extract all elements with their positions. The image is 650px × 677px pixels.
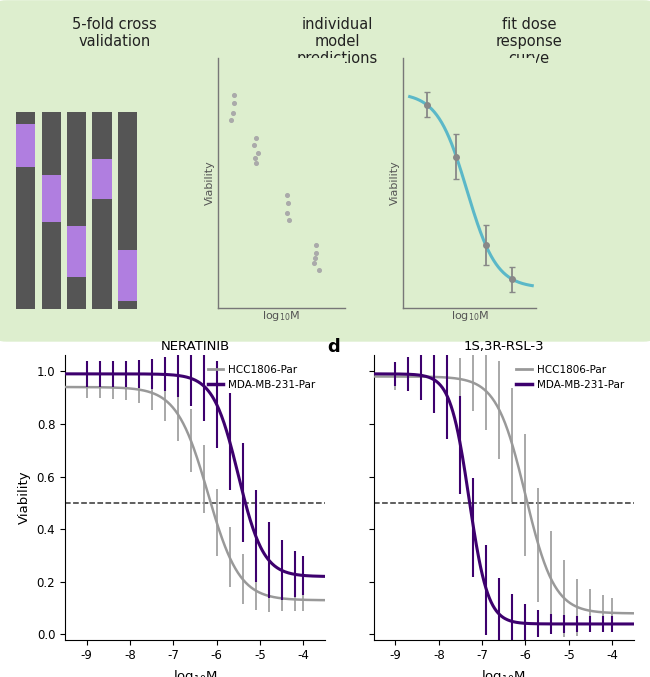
Bar — [118, 112, 137, 309]
Point — [283, 198, 294, 209]
Bar — [16, 124, 35, 167]
Y-axis label: Viability: Viability — [18, 471, 31, 525]
Point — [253, 148, 263, 158]
Legend: HCC1806-Par, MDA-MB-231-Par: HCC1806-Par, MDA-MB-231-Par — [203, 361, 320, 394]
Point — [282, 207, 293, 218]
Point — [229, 97, 240, 108]
Bar — [67, 226, 86, 278]
Bar — [92, 112, 112, 309]
Legend: HCC1806-Par, MDA-MB-231-Par: HCC1806-Par, MDA-MB-231-Par — [512, 361, 629, 394]
Point — [284, 215, 294, 225]
Bar — [118, 250, 137, 301]
X-axis label: log$_{10}$M: log$_{10}$M — [262, 309, 300, 324]
Bar — [92, 159, 112, 198]
FancyBboxPatch shape — [0, 0, 650, 342]
Point — [250, 152, 260, 163]
X-axis label: log$_{10}$M: log$_{10}$M — [450, 309, 489, 324]
Point — [227, 107, 238, 118]
Point — [229, 89, 239, 100]
Y-axis label: Viability: Viability — [390, 160, 400, 205]
Point — [313, 265, 324, 276]
Point — [251, 132, 261, 143]
Bar — [42, 112, 60, 309]
Point — [311, 240, 322, 250]
Point — [309, 257, 320, 268]
Bar — [67, 112, 86, 309]
Point — [251, 157, 261, 168]
Text: d: d — [327, 338, 340, 356]
Point — [248, 139, 259, 150]
Title: 1S,3R-RSL-3: 1S,3R-RSL-3 — [463, 340, 544, 353]
Text: fit dose
response
curve: fit dose response curve — [495, 17, 562, 66]
Bar — [16, 112, 35, 309]
Point — [281, 190, 292, 200]
X-axis label: log$_{10}$M: log$_{10}$M — [173, 668, 217, 677]
Text: individual
model
predictions: individual model predictions — [297, 17, 378, 66]
Y-axis label: Viability: Viability — [205, 160, 215, 205]
Point — [310, 253, 320, 263]
Title: NERATINIB: NERATINIB — [161, 340, 229, 353]
Point — [226, 114, 236, 126]
Text: 5-fold cross
validation: 5-fold cross validation — [72, 17, 157, 49]
Bar — [42, 175, 60, 222]
X-axis label: log$_{10}$M: log$_{10}$M — [482, 668, 526, 677]
Point — [310, 248, 320, 259]
